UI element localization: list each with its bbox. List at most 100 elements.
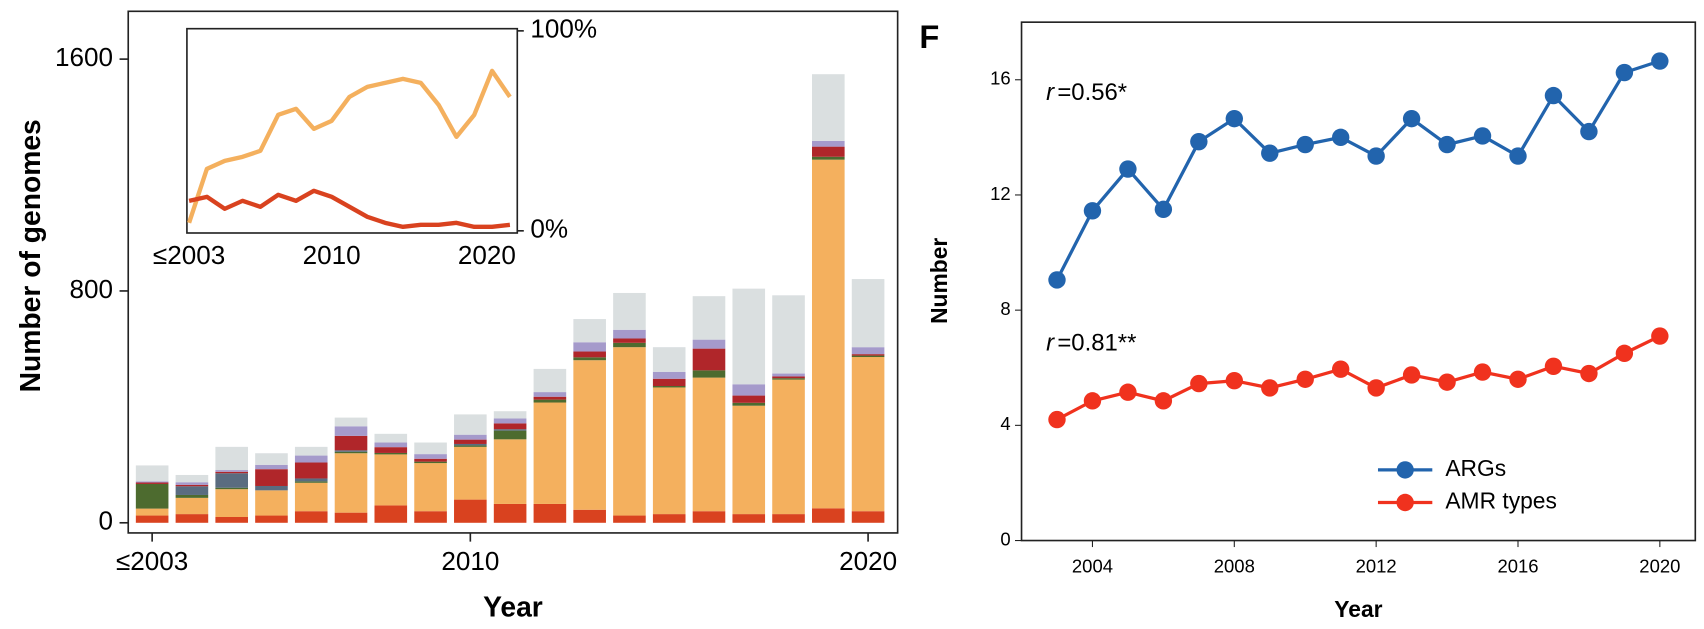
bar-segment bbox=[772, 378, 805, 380]
bar-segment bbox=[573, 319, 606, 343]
point bbox=[1296, 135, 1314, 154]
point bbox=[1651, 52, 1669, 70]
bar-segment bbox=[215, 446, 248, 471]
y-tick-label: 16 bbox=[990, 68, 1011, 89]
bar-segment bbox=[334, 435, 368, 451]
bar-segment bbox=[493, 423, 527, 430]
x-tick-label: 2010 bbox=[303, 240, 361, 270]
bar-segment bbox=[573, 360, 606, 510]
bar-segment bbox=[812, 508, 845, 523]
x-tick-label: ≤2003 bbox=[153, 240, 225, 270]
bar-segment bbox=[851, 354, 885, 356]
bar-segment bbox=[294, 446, 328, 456]
point bbox=[1083, 202, 1102, 220]
bar-segment bbox=[732, 384, 766, 396]
bar-segment bbox=[255, 469, 288, 486]
bar-segment bbox=[454, 499, 487, 523]
bar-segment bbox=[374, 452, 408, 455]
point bbox=[1615, 344, 1634, 363]
point bbox=[1331, 128, 1350, 147]
bar-segment bbox=[175, 486, 209, 495]
bar-segment bbox=[493, 411, 527, 419]
bar-segment bbox=[812, 156, 845, 160]
bar-segment bbox=[175, 514, 209, 523]
bar-segment bbox=[613, 347, 646, 516]
bar-segment bbox=[414, 461, 447, 464]
bar-segment bbox=[692, 296, 726, 340]
bar-segment bbox=[493, 430, 527, 440]
bar-segment bbox=[215, 470, 248, 472]
point bbox=[1438, 373, 1456, 391]
bar-segment bbox=[692, 377, 726, 512]
bar-segment bbox=[493, 429, 527, 431]
bar-segment bbox=[175, 497, 209, 515]
bar-segment bbox=[613, 342, 646, 348]
point bbox=[1083, 392, 1102, 410]
bar-segment bbox=[454, 434, 487, 440]
y-tick-label: 1600 bbox=[55, 42, 113, 72]
bar-segment bbox=[613, 338, 646, 343]
point bbox=[1402, 109, 1421, 128]
bar-segment bbox=[255, 490, 288, 516]
bar-segment bbox=[692, 348, 726, 371]
point bbox=[1119, 160, 1137, 178]
bar-segment bbox=[414, 458, 447, 462]
series-line bbox=[1056, 334, 1661, 422]
bar-segment bbox=[334, 512, 368, 523]
point bbox=[1225, 109, 1243, 128]
y-tick-label: 12 bbox=[990, 183, 1011, 204]
x-axis-title: Year bbox=[1334, 596, 1382, 622]
point bbox=[1367, 379, 1385, 397]
bar-segment bbox=[851, 355, 885, 358]
bar-segment bbox=[294, 455, 328, 463]
bar-segment bbox=[414, 463, 447, 512]
bar-segment bbox=[533, 402, 567, 504]
point bbox=[1261, 379, 1279, 397]
legend-marker bbox=[1396, 493, 1414, 512]
inset-line bbox=[188, 188, 511, 229]
bar-segment bbox=[573, 509, 606, 523]
bar-segment bbox=[652, 514, 686, 523]
bar-segment bbox=[812, 146, 845, 157]
bar-segment bbox=[454, 443, 487, 446]
y-tick-label: 100% bbox=[530, 14, 597, 44]
bar-segment bbox=[135, 515, 169, 523]
bar-segment bbox=[215, 487, 248, 490]
bar-segment bbox=[573, 351, 606, 358]
bar-segment bbox=[533, 396, 567, 400]
bar-segment bbox=[454, 414, 487, 435]
bar-segment bbox=[175, 482, 209, 485]
bar-segment bbox=[772, 376, 805, 379]
bar-segment bbox=[812, 140, 845, 147]
bar-segment bbox=[493, 418, 527, 424]
bar-segment bbox=[215, 516, 248, 523]
bar-segment bbox=[812, 74, 845, 141]
bar-segment bbox=[851, 357, 885, 512]
bar-segment bbox=[135, 481, 169, 483]
bar-segment bbox=[294, 481, 328, 483]
x-tick-label: 2020 bbox=[1639, 556, 1680, 577]
bar-segment bbox=[135, 482, 169, 484]
point bbox=[1119, 383, 1137, 401]
bar-segment bbox=[493, 439, 527, 504]
bar-segment bbox=[652, 371, 686, 379]
bar-segment bbox=[652, 378, 686, 387]
bar-segment bbox=[573, 342, 606, 352]
bar-segment bbox=[851, 279, 885, 348]
bar-segment bbox=[692, 370, 726, 378]
bar-segment bbox=[294, 511, 328, 523]
bar-segment bbox=[255, 515, 288, 523]
y-tick-label: 0 bbox=[99, 506, 114, 536]
annotation: r =0.81** bbox=[1046, 330, 1136, 357]
bar-segment bbox=[175, 484, 209, 487]
bar-segment bbox=[374, 442, 408, 448]
bar-segment bbox=[454, 446, 487, 500]
bar-segment bbox=[533, 399, 567, 403]
bar-segment bbox=[692, 511, 726, 523]
point bbox=[1190, 374, 1208, 393]
bar-segment bbox=[533, 503, 567, 523]
annotation-var: r bbox=[1046, 330, 1055, 357]
bar-segment bbox=[772, 295, 805, 374]
point bbox=[1580, 122, 1598, 141]
y-tick-label: 8 bbox=[1000, 298, 1010, 319]
